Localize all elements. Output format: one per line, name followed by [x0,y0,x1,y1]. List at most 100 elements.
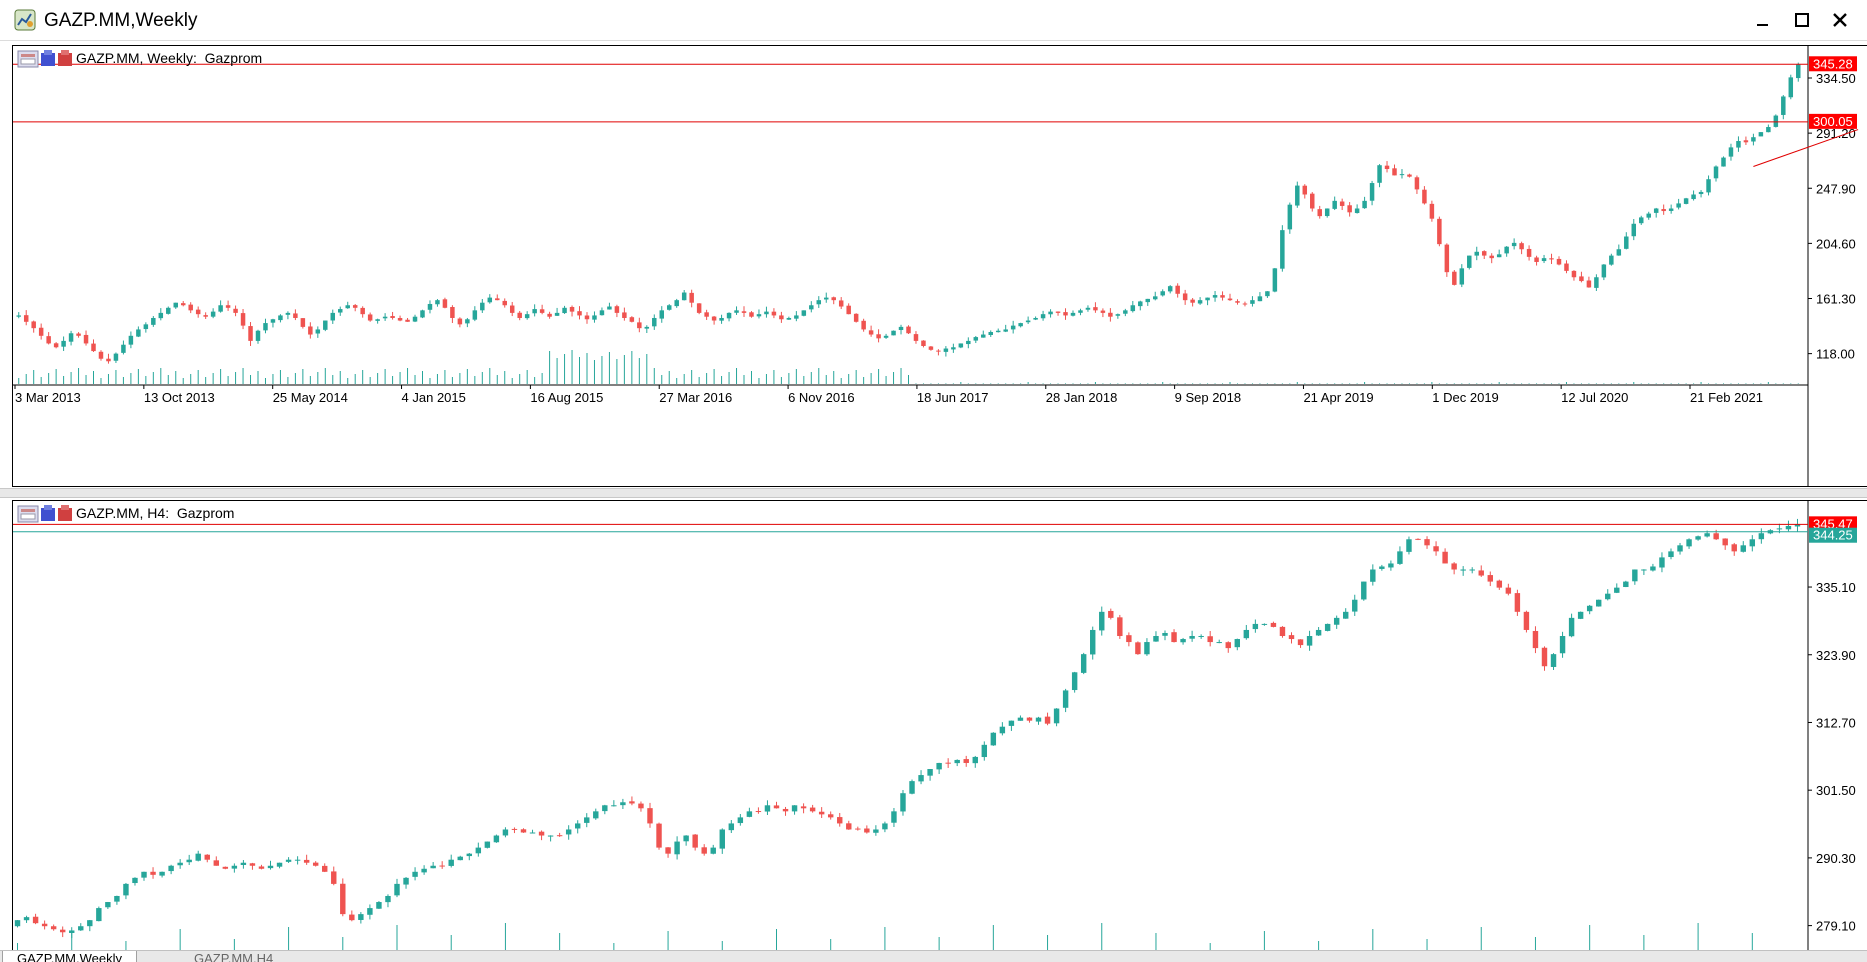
candle-body [1008,720,1015,726]
tab-h4[interactable]: GAZP.MM,H4 [194,951,274,962]
candle-body [791,805,798,812]
candle-body [1487,575,1493,582]
candle [1639,215,1644,225]
candle [1698,190,1704,198]
candle-body [59,929,66,933]
candle [816,296,822,308]
candle-body [255,330,261,341]
candle [1227,293,1233,301]
candle-body [1280,230,1285,269]
candle [1182,289,1188,305]
candle-body [900,793,906,812]
candle [405,317,410,322]
candle [1713,165,1719,182]
candle-body [1362,200,1367,209]
properties-icon[interactable] [17,50,39,68]
time-tick-label: 13 Oct 2013 [144,390,215,405]
h4-chart[interactable]: 335.10 323.90 312.70 301.50 290.30 279.10 345.… [13,501,1867,951]
candle [683,835,689,846]
candle [1272,267,1278,293]
candle [1225,641,1231,653]
pane-splitter[interactable] [0,488,1867,498]
candle-body [1751,137,1756,142]
close-button[interactable] [1817,4,1863,36]
candle-body [303,859,310,863]
candle-body [538,831,545,836]
weekly-chart[interactable]: 334.50 291.20 247.90 204.60 161.30 118.00 345.… [13,46,1867,486]
candle [809,804,816,813]
candle [390,311,395,320]
candle [1740,541,1746,553]
candle [1115,313,1121,319]
candle-body [412,871,418,877]
candle-body [315,329,321,334]
tab-weekly[interactable]: GAZP.MM,Weekly [2,951,137,962]
candle [248,322,253,346]
candle [210,308,216,319]
candle-body [681,292,687,301]
candle-body [1399,174,1405,176]
candle-body [666,305,672,310]
candle-body [270,319,276,323]
candle [711,315,717,325]
candle-body [1451,563,1457,570]
candle [231,863,238,873]
minimize-button[interactable] [1740,4,1786,36]
h4-chart-pane[interactable]: 335.10 323.90 312.70 301.50 290.30 279.10 345.… [12,500,1867,952]
candle [412,867,418,881]
candle [180,301,186,307]
properties-icon[interactable] [17,505,39,523]
candle [951,343,956,353]
buy-icon[interactable] [41,50,55,66]
candle-body [565,829,572,835]
candle-body [113,353,119,361]
candle [936,762,942,774]
sell-icon[interactable] [58,50,72,66]
candle [681,290,687,301]
candle-body [800,806,807,809]
candle-body [674,300,679,307]
candle-body [1115,314,1121,316]
candle [1377,164,1382,188]
candle-body [1514,593,1521,612]
candle-body [76,333,81,336]
candle [909,779,915,795]
candle [276,862,283,869]
candle-body [1728,147,1734,157]
candle [1796,62,1801,82]
maximize-button[interactable] [1779,4,1825,36]
candle-body [853,313,859,322]
candle [963,755,969,767]
candle [838,297,844,310]
sell-icon[interactable] [58,505,72,521]
candle-body [1776,528,1783,530]
candle [1167,285,1173,294]
candle-body [547,313,552,317]
candle [1474,246,1479,261]
candle-body [278,315,283,321]
candle [524,311,530,320]
buy-icon[interactable] [41,505,55,521]
candle [1144,638,1150,656]
candle [300,318,306,329]
candle-body [267,865,274,869]
candle [87,919,93,932]
candle-body [1721,157,1726,167]
candle-body [1235,301,1240,303]
candle-body [1496,254,1502,258]
candle-body [1035,717,1042,722]
candle [1252,619,1259,633]
candle-body [1646,213,1651,218]
weekly-chart-pane[interactable]: 334.50 291.20 247.90 204.60 161.30 118.00 345.… [12,45,1867,487]
candle [665,847,671,858]
candle [1017,715,1024,721]
candle [285,311,291,320]
candle-body [1668,208,1674,211]
candle-body [1071,672,1078,691]
candle [1008,720,1015,731]
candle-body [1392,168,1397,176]
candle [1743,136,1749,145]
candle-body [943,348,949,352]
candle [159,871,165,878]
candle-body [1379,566,1385,569]
